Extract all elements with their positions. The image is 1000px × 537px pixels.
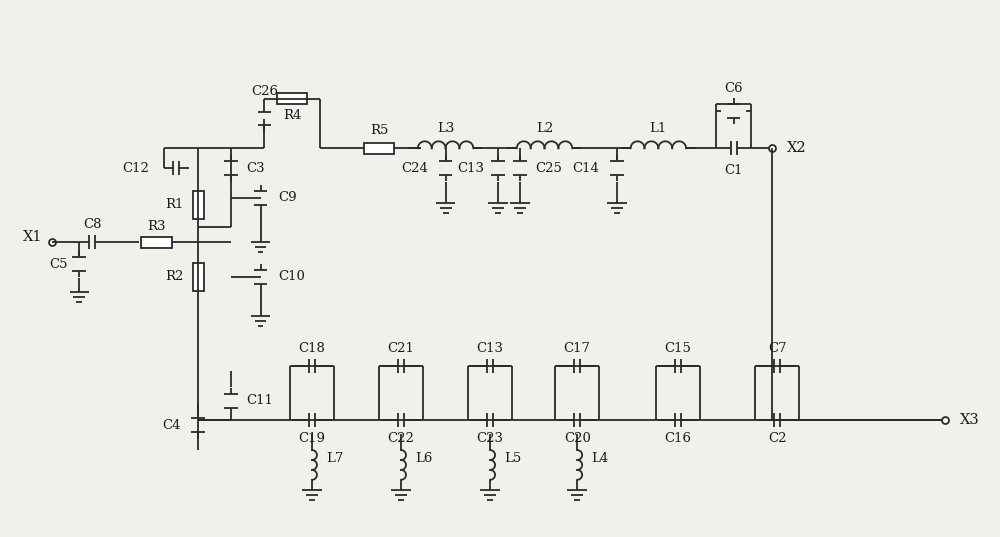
Text: L5: L5 xyxy=(504,452,521,465)
Text: C26: C26 xyxy=(251,85,278,98)
Text: C2: C2 xyxy=(768,432,786,445)
Text: C5: C5 xyxy=(49,258,68,271)
Bar xyxy=(141,237,172,248)
Text: C9: C9 xyxy=(278,191,297,204)
Text: C25: C25 xyxy=(536,162,563,175)
Text: C15: C15 xyxy=(665,342,692,354)
Text: C12: C12 xyxy=(122,162,149,175)
Text: C13: C13 xyxy=(477,342,504,354)
Text: R1: R1 xyxy=(165,198,183,211)
Bar xyxy=(193,191,204,219)
Text: C16: C16 xyxy=(665,432,692,445)
Text: L2: L2 xyxy=(536,122,553,135)
Text: C8: C8 xyxy=(83,218,102,231)
Text: C1: C1 xyxy=(724,164,743,177)
Text: C21: C21 xyxy=(388,342,414,354)
Text: C23: C23 xyxy=(477,432,504,445)
Text: C18: C18 xyxy=(299,342,325,354)
Text: R4: R4 xyxy=(283,109,301,122)
Bar xyxy=(193,263,204,291)
Text: L1: L1 xyxy=(650,122,667,135)
Text: X1: X1 xyxy=(23,230,43,244)
Bar xyxy=(277,93,307,104)
Text: C10: C10 xyxy=(278,271,305,284)
Bar xyxy=(364,143,394,154)
Text: C19: C19 xyxy=(298,432,325,445)
Text: C24: C24 xyxy=(401,162,428,175)
Text: L7: L7 xyxy=(326,452,343,465)
Text: C14: C14 xyxy=(572,162,599,175)
Text: X3: X3 xyxy=(960,413,980,427)
Text: C4: C4 xyxy=(162,419,180,432)
Text: C20: C20 xyxy=(564,432,591,445)
Text: C17: C17 xyxy=(564,342,591,354)
Text: C7: C7 xyxy=(768,342,786,354)
Text: X2: X2 xyxy=(787,141,807,155)
Text: R3: R3 xyxy=(147,220,166,233)
Text: L4: L4 xyxy=(591,452,608,465)
Text: L6: L6 xyxy=(415,452,432,465)
Text: C11: C11 xyxy=(247,394,274,407)
Text: C3: C3 xyxy=(247,162,265,175)
Text: R2: R2 xyxy=(165,271,183,284)
Text: R5: R5 xyxy=(370,124,388,137)
Text: C22: C22 xyxy=(388,432,414,445)
Text: C13: C13 xyxy=(457,162,484,175)
Text: C6: C6 xyxy=(724,82,743,96)
Text: L3: L3 xyxy=(437,122,454,135)
